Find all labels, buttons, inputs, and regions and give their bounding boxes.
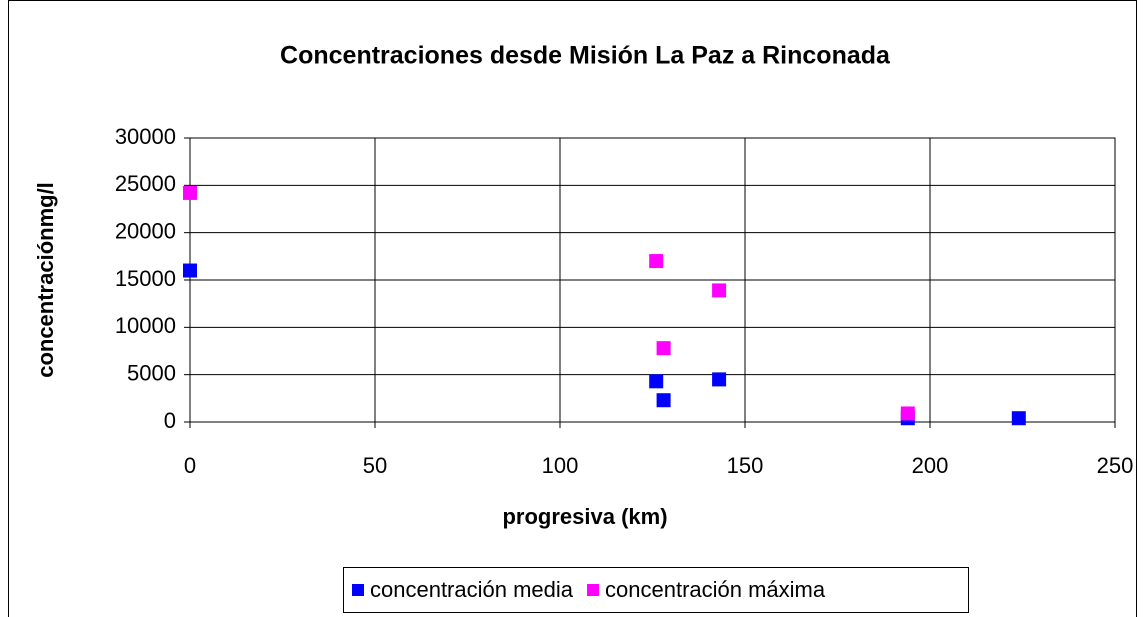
marker [656,393,671,408]
legend-swatch [587,584,600,596]
marker [183,263,197,278]
y-tick-label: 25000 [115,171,176,196]
marker [712,372,727,387]
x-tick-label: 250 [1097,453,1134,478]
marker [649,254,664,269]
y-tick-label: 15000 [115,266,176,291]
y-axis-label: concentraciónmg/l [33,182,58,378]
x-tick-label: 50 [363,453,387,478]
y-tick-label: 10000 [115,313,176,338]
x-tick-label: 100 [542,453,579,478]
x-axis-label: progresiva (km) [502,504,667,529]
y-tick-label: 0 [164,408,176,433]
marker [183,185,197,200]
x-tick-label: 0 [184,453,196,478]
legend-label: concentración máxima [605,577,826,602]
marker [656,341,671,356]
marker [649,374,664,389]
x-tick-label: 150 [727,453,764,478]
marker [1011,411,1026,426]
legend-swatch [352,584,364,596]
legend-box [343,567,969,613]
marker [900,406,915,421]
y-tick-label: 30000 [115,124,176,149]
y-tick-label: 20000 [115,218,176,243]
chart-title: Concentraciones desde Misión La Paz a Ri… [280,42,891,70]
legend-label: concentración media [370,577,574,602]
x-tick-label: 200 [912,453,949,478]
y-tick-label: 5000 [127,360,176,385]
marker [712,283,727,298]
